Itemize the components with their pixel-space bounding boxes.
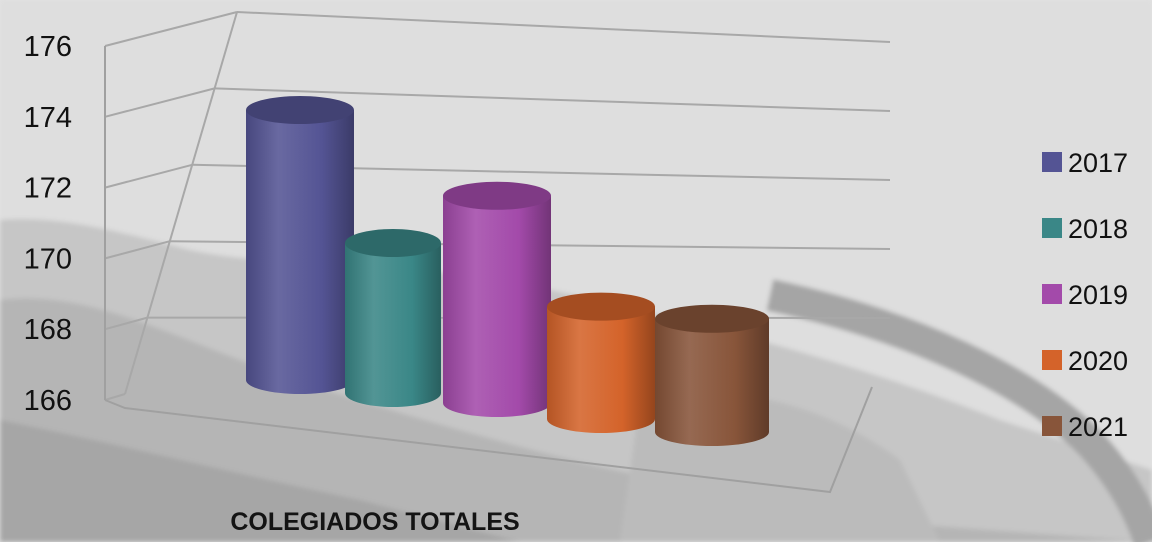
bar-body-2020 xyxy=(547,306,655,433)
y-tick-label: 172 xyxy=(24,173,72,205)
bar-top-2021 xyxy=(655,304,769,333)
gridline-connector xyxy=(104,163,193,189)
gridline-connector xyxy=(104,240,171,260)
gridline-connector xyxy=(104,316,148,331)
legend-swatch xyxy=(1042,350,1062,370)
legend-item-2018: 2018 xyxy=(1042,214,1128,244)
legend-swatch xyxy=(1042,416,1062,436)
bar-top-2018 xyxy=(345,229,441,257)
bars xyxy=(246,96,769,446)
legend-item-2019: 2019 xyxy=(1042,280,1128,310)
x-category-label: COLEGIADOS TOTALES xyxy=(230,508,519,536)
bar-top-2020 xyxy=(547,292,655,321)
gridline-connector xyxy=(104,11,238,47)
legend-label: 2019 xyxy=(1068,280,1128,310)
bar-2017 xyxy=(246,96,354,394)
legend-swatch xyxy=(1042,284,1062,304)
bar-top-2017 xyxy=(246,96,354,124)
bar-body-2018 xyxy=(345,243,441,407)
bar-top-2019 xyxy=(443,181,551,210)
gridline-connector xyxy=(104,393,126,401)
gridline xyxy=(236,11,891,43)
bar-body-2019 xyxy=(443,195,551,417)
bar-2021 xyxy=(655,304,769,446)
legend-item-2020: 2020 xyxy=(1042,346,1128,376)
legend-label: 2020 xyxy=(1068,346,1128,376)
bar-body-2021 xyxy=(655,318,769,446)
legend-label: 2018 xyxy=(1068,214,1128,244)
gridline-connector xyxy=(104,87,215,118)
legend-label: 2021 xyxy=(1068,412,1128,442)
bar-body-2017 xyxy=(246,110,354,394)
legend-item-2017: 2017 xyxy=(1042,148,1128,178)
wall-edge xyxy=(124,11,238,395)
bar-2020 xyxy=(547,292,655,433)
legend-swatch xyxy=(1042,152,1062,172)
y-tick-label: 166 xyxy=(24,385,72,417)
bar-2019 xyxy=(443,181,551,417)
legend: 2017 2018 2019 2020 2021 xyxy=(1042,148,1128,442)
bar-2018 xyxy=(345,229,441,407)
y-tick-label: 176 xyxy=(24,31,72,63)
y-tick-label: 170 xyxy=(24,243,72,275)
chart-floor xyxy=(104,386,873,494)
legend-label: 2017 xyxy=(1068,148,1128,178)
y-axis-ticks: 166 168 170 172 174 176 xyxy=(24,31,72,417)
y-tick-label: 174 xyxy=(24,102,72,134)
gridline xyxy=(214,87,891,112)
legend-swatch xyxy=(1042,218,1062,238)
y-tick-label: 168 xyxy=(24,314,72,346)
legend-item-2021: 2021 xyxy=(1042,412,1128,442)
